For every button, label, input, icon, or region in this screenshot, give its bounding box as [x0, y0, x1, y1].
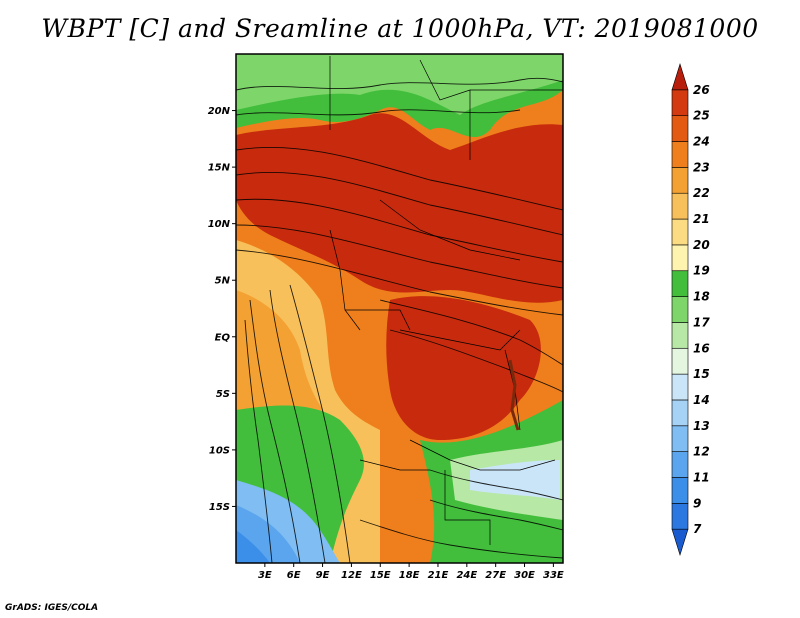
colorbar-swatch: [671, 141, 689, 168]
colorbar-label: 16: [693, 341, 710, 355]
chart-title: WBPT [C] and Sreamline at 1000hPa, VT: 2…: [41, 14, 759, 43]
colorbar-swatch: [671, 399, 689, 427]
colorbar-swatch: [671, 425, 689, 452]
colorbar-swatch: [671, 62, 689, 91]
lon-tick-label: 15E: [370, 570, 391, 581]
lon-tick-label: 3E: [258, 570, 272, 581]
colorbar-label: 17: [693, 315, 710, 329]
lat-tick-label: 15S: [209, 502, 230, 513]
colorbar-swatch: [671, 477, 689, 504]
colorbar-swatch: [671, 115, 689, 142]
colorbar-label: 23: [693, 160, 710, 174]
colorbar-label: 13: [693, 419, 710, 433]
colorbar-label: 14: [693, 393, 710, 407]
longitude-axis: 3E 6E 9E 12E 15E 18E 21E 24E 27E 30E 33E: [258, 563, 564, 581]
lon-tick-label: 27E: [485, 570, 506, 581]
colorbar-swatch: [671, 528, 689, 557]
lat-tick-label: 10S: [209, 445, 230, 456]
colorbar-label: 26: [693, 83, 710, 97]
colorbar-label: 20: [693, 238, 710, 252]
lon-tick-label: 33E: [543, 570, 564, 581]
country-borders: [329, 56, 563, 545]
colorbar-swatch: [671, 451, 689, 478]
lon-tick-label: 24E: [456, 570, 477, 581]
colorbar-swatch: [671, 322, 689, 349]
wbpt-field: [236, 54, 563, 563]
colorbar-swatch: [671, 347, 689, 375]
colorbar-swatch: [671, 218, 689, 246]
colorbar-label: 9: [693, 496, 701, 510]
lon-tick-label: 21E: [428, 570, 449, 581]
colorbar-swatch: [671, 503, 689, 530]
colorbar-label: 18: [693, 290, 710, 304]
colorbar-label: 12: [693, 445, 710, 459]
colorbar-swatch: [671, 167, 689, 194]
colorbar-label: 21: [693, 212, 710, 226]
colorbar-swatch: [671, 373, 689, 401]
lon-tick-label: 6E: [287, 570, 301, 581]
lat-tick-label: 5N: [215, 276, 231, 287]
credit-label: GrADS: IGES/COLA: [5, 603, 99, 613]
colorbar-swatch: [671, 89, 689, 116]
lat-tick-label: 10N: [208, 219, 231, 230]
lat-tick-label: 5S: [216, 389, 230, 400]
colorbar-label: 11: [693, 470, 710, 484]
lon-tick-label: 9E: [316, 570, 330, 581]
colorbar-label: 24: [693, 135, 710, 149]
lat-tick-label: 20N: [208, 106, 231, 117]
colorbar-swatch: [671, 192, 689, 220]
lat-tick-label: EQ: [215, 332, 231, 343]
streamlines: [236, 77, 563, 563]
map-frame: [235, 53, 564, 564]
colorbar-swatch: [671, 244, 689, 272]
colorbar-label: 25: [693, 109, 710, 123]
colorbar-label: 22: [693, 186, 710, 200]
colorbar: 7 9 11 12 13 14 15 16 17 18 19 20 21 22 23 24 25 26: [671, 62, 710, 557]
colorbar-swatch: [671, 270, 689, 297]
colorbar-label: 19: [693, 264, 710, 278]
colorbar-swatch: [671, 296, 689, 323]
latitude-axis: 20N 15N 10N 5N EQ 5S 10S 15S: [208, 106, 236, 513]
lon-tick-label: 30E: [514, 570, 535, 581]
lat-tick-label: 15N: [208, 163, 231, 174]
lon-tick-label: 12E: [341, 570, 362, 581]
colorbar-label: 7: [693, 522, 702, 536]
colorbar-label: 15: [693, 367, 710, 381]
lon-tick-label: 18E: [399, 570, 420, 581]
